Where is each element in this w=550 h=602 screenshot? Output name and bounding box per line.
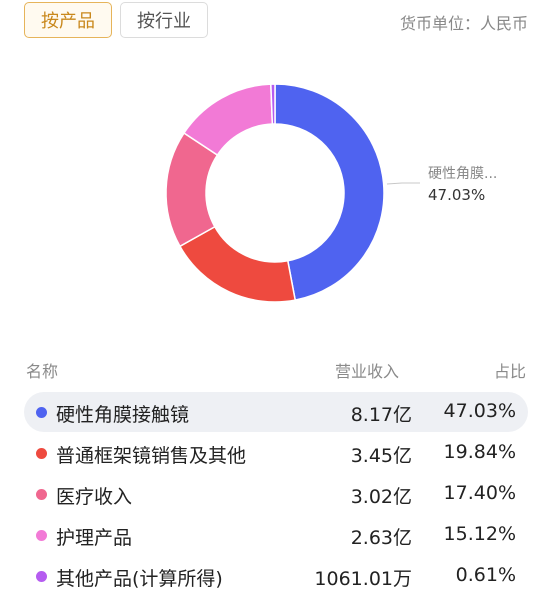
legend-dot	[36, 448, 47, 459]
row-name: 硬性角膜接触镜	[56, 404, 190, 426]
legend-dot	[36, 407, 47, 418]
table-row[interactable]: 硬性角膜接触镜 8.17亿 47.03%	[24, 392, 528, 432]
row-name: 普通框架镜销售及其他	[56, 445, 247, 467]
table-row[interactable]: 护理产品 2.63亿 15.12%	[24, 515, 528, 555]
row-share: 0.61%	[455, 564, 516, 586]
tab-by-industry[interactable]: 按行业	[120, 2, 208, 38]
legend-dot	[36, 489, 47, 500]
donut-slice[interactable]	[274, 83, 385, 301]
row-revenue: 3.45亿	[350, 445, 412, 467]
donut-svg	[165, 83, 420, 303]
view-tabs: 按产品 按行业	[24, 2, 208, 38]
revenue-table: 硬性角膜接触镜 8.17亿 47.03% 普通框架镜销售及其他 3.45亿 19…	[24, 392, 528, 597]
row-name: 护理产品	[56, 527, 133, 549]
callout-segment-percent: 47.03%	[428, 186, 486, 204]
row-revenue: 1061.01万	[314, 568, 412, 590]
row-share: 17.40%	[443, 482, 516, 504]
table-row[interactable]: 医疗收入 3.02亿 17.40%	[24, 474, 528, 514]
table-row[interactable]: 普通框架镜销售及其他 3.45亿 19.84%	[24, 433, 528, 473]
legend-dot	[36, 530, 47, 541]
row-name: 医疗收入	[56, 486, 133, 508]
row-share: 19.84%	[443, 441, 516, 463]
revenue-donut-chart	[0, 60, 550, 350]
row-name: 其他产品(计算所得)	[56, 568, 223, 590]
callout-leader-line	[386, 182, 420, 185]
callout-segment-name: 硬性角膜...	[428, 166, 498, 182]
legend-dot	[36, 571, 47, 582]
row-share: 47.03%	[443, 400, 516, 422]
row-revenue: 2.63亿	[350, 527, 412, 549]
header-revenue: 营业收入	[335, 362, 400, 381]
table-header: 名称 营业收入 占比	[0, 352, 550, 382]
table-row[interactable]: 其他产品(计算所得) 1061.01万 0.61%	[24, 556, 528, 596]
row-share: 15.12%	[443, 523, 516, 545]
row-revenue: 8.17亿	[350, 404, 412, 426]
row-revenue: 3.02亿	[350, 486, 412, 508]
tab-by-product[interactable]: 按产品	[24, 2, 112, 38]
donut-slice[interactable]	[270, 83, 276, 125]
header-share: 占比	[493, 362, 526, 381]
header-name: 名称	[26, 362, 59, 381]
currency-unit-label: 货币单位：人民币	[399, 14, 528, 33]
donut-slice[interactable]	[178, 225, 297, 303]
